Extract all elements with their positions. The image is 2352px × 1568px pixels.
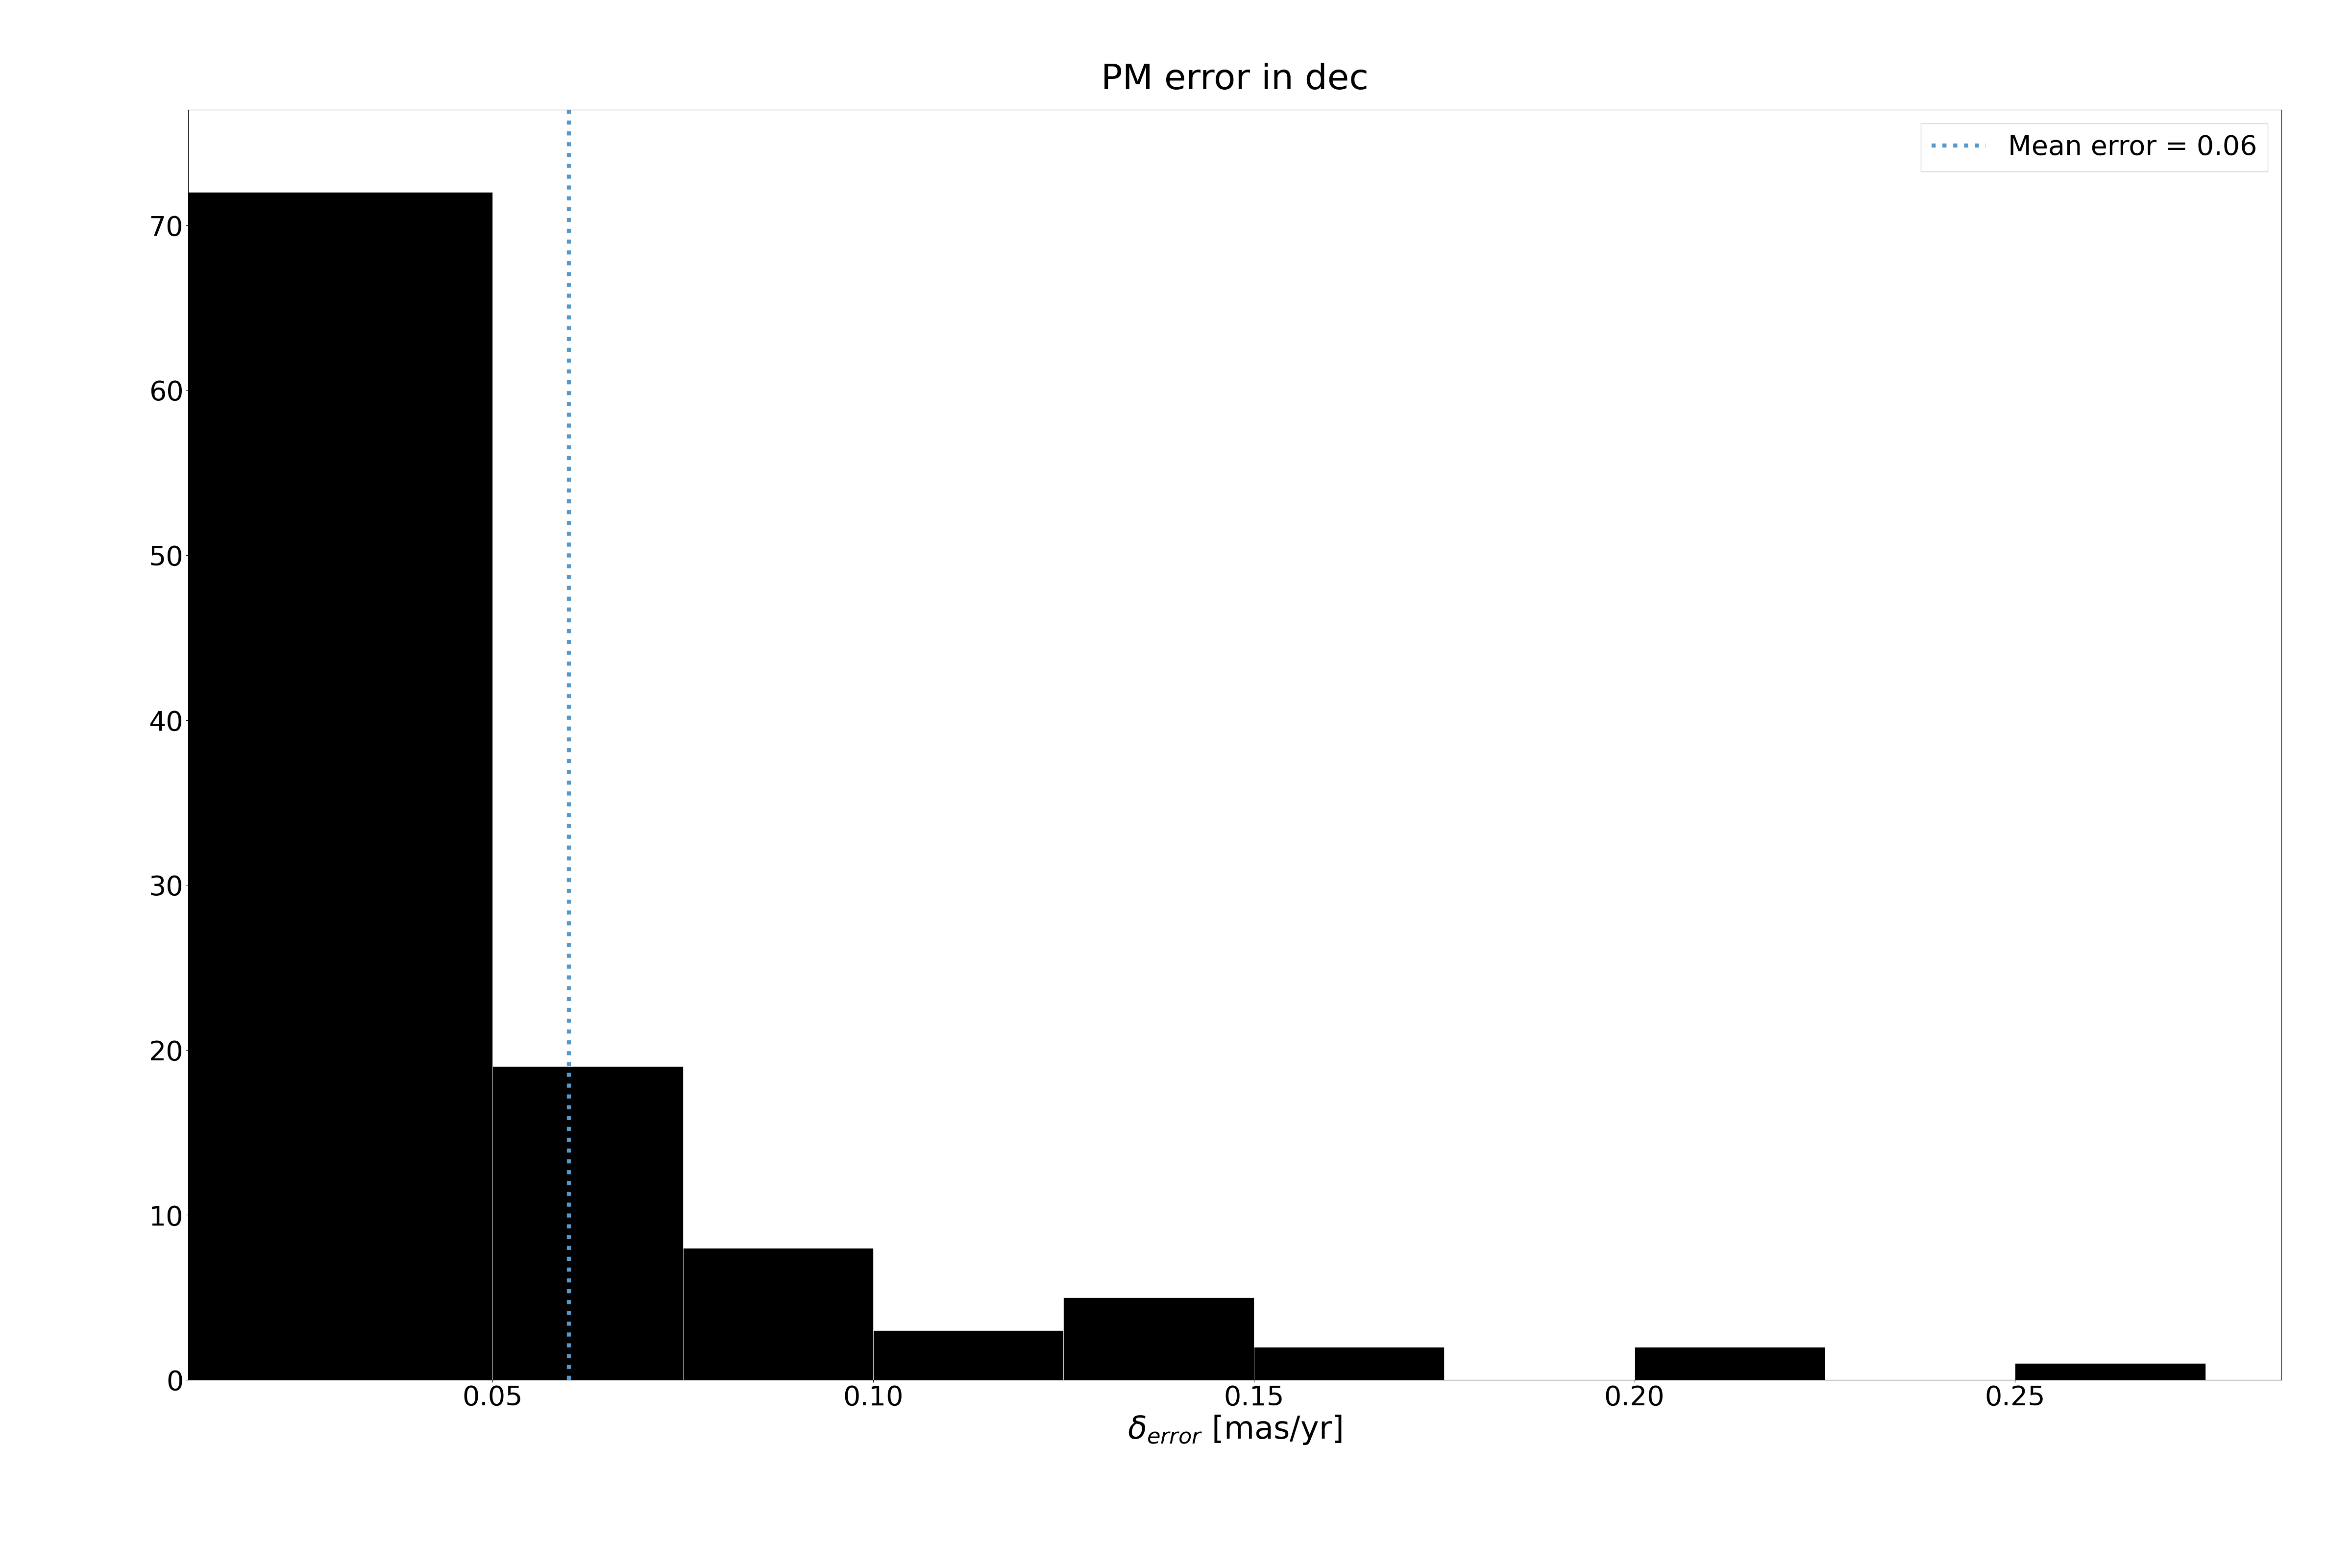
Bar <box>873 1330 1063 1380</box>
Bar <box>1635 1347 1825 1380</box>
Bar <box>1063 1297 1254 1380</box>
Bar <box>2016 1363 2206 1380</box>
Bar <box>1254 1347 1444 1380</box>
Bar <box>682 1248 873 1380</box>
Bar <box>188 193 492 1380</box>
Mean error = 0.06 <box>555 1353 583 1372</box>
Legend: Mean error = 0.06: Mean error = 0.06 <box>1922 124 2267 171</box>
X-axis label: $\delta_{error}$ [mas/yr]: $\delta_{error}$ [mas/yr] <box>1127 1414 1343 1446</box>
Bar <box>492 1066 682 1380</box>
Mean error = 0.06 <box>555 1370 583 1389</box>
Title: PM error in dec: PM error in dec <box>1101 63 1369 97</box>
